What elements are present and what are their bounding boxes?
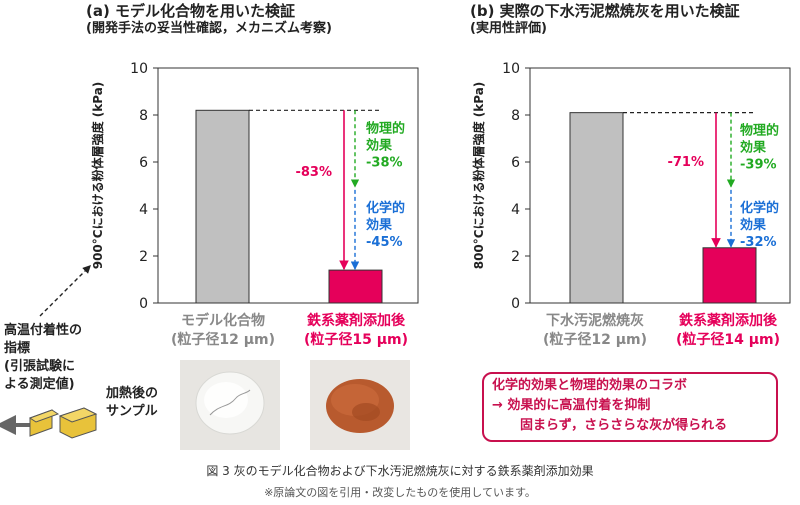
panel-b-title: (b) 実際の下水汚泥燃焼灰を用いた検証 <box>470 2 740 20</box>
sample-note-line-1: 加熱後の <box>106 386 159 401</box>
chart-b-ytick-label: 8 <box>511 108 520 124</box>
chart-a-category-1-size: (粒子径12 μm) <box>170 332 276 348</box>
callout-line-3: 固まらず，さらさらな灰が得られる <box>520 418 728 433</box>
chart-a-ytick-label: 6 <box>139 155 148 171</box>
panel-a-subtitle: (開発手法の妥当性確認，メカニズム考察) <box>86 21 332 36</box>
chart-b-category-1-name: 下水汚泥燃焼灰 <box>546 313 644 329</box>
chart-a-ylabel: 900°Cにおける粉体層強度 (kPa) <box>90 82 105 270</box>
chart-a-bar-2 <box>328 269 383 304</box>
chart-a-category-2: 鉄系薬剤添加後 (粒子径15 μm) <box>291 312 421 350</box>
chart-a-ytick-label: 8 <box>139 108 148 124</box>
chart-a-bar-1 <box>195 109 250 304</box>
chart-b-category-1-size: (粒子径12 μm) <box>542 332 648 348</box>
chart-a-ytick-label: 10 <box>130 61 148 77</box>
chart-a-total-label: -83% <box>295 165 332 180</box>
chart-b-total-label: -71% <box>667 155 704 170</box>
split-cylinder-icon <box>28 407 98 439</box>
chart-b-physical-text-2: 効果 <box>740 140 766 156</box>
chart-b-category-2-name: 鉄系薬剤添加後 <box>679 313 777 329</box>
chart-a-frame <box>157 67 419 304</box>
chart-a-ytick-label: 4 <box>139 202 148 218</box>
chart-a-ytick-label: 2 <box>139 249 148 265</box>
chart-a-physical-text-3: -38% <box>366 155 403 170</box>
callout-line-1: 化学的効果と物理的効果のコラボ <box>492 378 688 393</box>
sample-photo-treated <box>310 360 410 450</box>
chart-a-category-2-name: 鉄系薬剤添加後 <box>307 313 405 329</box>
chart-b-bar-2 <box>702 247 757 304</box>
figure-caption: 図 3 灰のモデル化合物および下水汚泥燃焼灰に対する鉄系薬剤添加効果 <box>206 464 594 478</box>
chart-b-ytick-label: 4 <box>511 202 520 218</box>
chart-b-physical-text-1: 物理的 <box>740 123 779 139</box>
chart-b-ytick-label: 10 <box>502 61 520 77</box>
chart-b-category-1: 下水汚泥燃焼灰 (粒子径12 μm) <box>525 312 665 350</box>
chart-b-category-2-size: (粒子径14 μm) <box>675 332 781 348</box>
chart-a-chemical-text-1: 化学的 <box>366 200 405 216</box>
callout-line-2: → 効果的に高温付着を抑制 <box>492 398 651 413</box>
chart-a-chemical-text-3: -45% <box>366 235 403 250</box>
brown-ash-icon <box>326 379 394 433</box>
index-note-line-2: 指標 <box>4 341 31 356</box>
chart-a-category-1: モデル化合物 (粒子径12 μm) <box>158 312 288 350</box>
source-note: ※原論文の図を引用・改変したものを使用しています。 <box>264 486 536 499</box>
index-note-line-4: よる測定値) <box>4 377 75 392</box>
chart-a-category-1-name: モデル化合物 <box>181 313 265 329</box>
panel-a-title: (a) モデル化合物を用いた検証 <box>86 2 296 20</box>
index-note: 高温付着性の 指標 (引張試験に よる測定値) <box>4 322 82 394</box>
chart-b-chemical-text-1: 化学的 <box>740 200 779 216</box>
conclusion-callout: 化学的効果と物理的効果のコラボ → 効果的に高温付着を抑制 固まらず，さらさらな… <box>482 372 778 442</box>
chart-b-frame <box>529 67 791 304</box>
panel-b-subtitle: (実用性評価) <box>470 21 547 36</box>
index-note-line-1: 高温付着性の <box>4 323 83 338</box>
chart-a-physical-text-1: 物理的 <box>366 120 405 136</box>
sample-note: 加熱後の サンプル <box>106 385 158 421</box>
chart-b-chemical-text-2: 効果 <box>740 217 766 233</box>
index-dashed-arrow <box>39 265 91 317</box>
chart-b-category-2: 鉄系薬剤添加後 (粒子径14 μm) <box>663 312 793 350</box>
chart-a-ytick-label: 0 <box>139 296 148 312</box>
chart-a-category-2-size: (粒子径15 μm) <box>303 332 409 348</box>
sample-photo-model <box>180 360 280 450</box>
chart-b-ylabel: 800°Cにおける粉体層強度 (kPa) <box>471 82 486 270</box>
chart-b-physical-text-3: -39% <box>740 158 777 173</box>
chart-a-chemical-text-2: 効果 <box>366 217 392 233</box>
chart-b-bar-1 <box>569 112 624 304</box>
chart-b-ytick-label: 6 <box>511 155 520 171</box>
chart-b-chemical-text-3: -32% <box>740 235 777 250</box>
white-ash-icon <box>195 371 265 435</box>
chart-a-physical-text-2: 効果 <box>366 137 392 153</box>
sample-note-line-2: サンプル <box>106 404 158 419</box>
chart-b-ytick-label: 0 <box>511 296 520 312</box>
chart-b-ytick-label: 2 <box>511 249 520 265</box>
index-note-line-3: (引張試験に <box>4 359 75 374</box>
